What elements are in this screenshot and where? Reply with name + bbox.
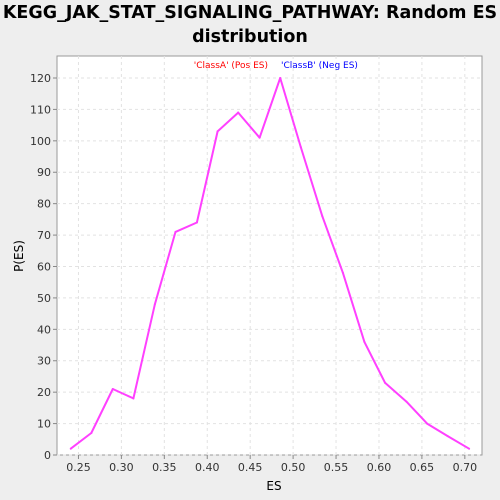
x-tick-label: 0.55 bbox=[324, 461, 349, 474]
x-tick-label: 0.25 bbox=[66, 461, 91, 474]
series-layer bbox=[69, 76, 471, 450]
data-point bbox=[426, 422, 429, 425]
x-tick-label: 0.45 bbox=[238, 461, 263, 474]
data-point bbox=[195, 221, 198, 224]
y-tick-label: 70 bbox=[37, 229, 51, 242]
x-axis-label: ES bbox=[266, 479, 281, 493]
legend-pos-label: 'ClassA' (Pos ES) bbox=[194, 61, 268, 71]
data-point bbox=[237, 111, 240, 114]
data-point bbox=[341, 271, 344, 274]
y-tick-label: 20 bbox=[37, 386, 51, 399]
data-point bbox=[174, 230, 177, 233]
x-tick-label: 0.50 bbox=[281, 461, 306, 474]
data-point bbox=[258, 136, 261, 139]
y-tick-label: 120 bbox=[30, 72, 51, 85]
data-point bbox=[383, 381, 386, 384]
data-point bbox=[90, 432, 93, 435]
axes: 0.25 0.30 0.35 0.40 0.45 0.50 0.55 0.60 0.65 0.70… bbox=[30, 72, 477, 474]
data-point bbox=[321, 215, 324, 218]
y-tick-label: 50 bbox=[37, 292, 51, 305]
plot-background bbox=[56, 55, 483, 456]
x-tick-label: 0.65 bbox=[410, 461, 435, 474]
x-tick-label: 0.70 bbox=[453, 461, 478, 474]
data-point bbox=[153, 303, 156, 306]
data-point bbox=[216, 130, 219, 133]
data-point bbox=[405, 400, 408, 403]
data-point bbox=[363, 340, 366, 343]
data-point bbox=[279, 76, 282, 79]
x-tick-label: 0.40 bbox=[195, 461, 220, 474]
y-tick-label: 110 bbox=[30, 103, 51, 116]
y-tick-label: 80 bbox=[37, 198, 51, 211]
x-tick-label: 0.35 bbox=[152, 461, 177, 474]
y-tick-label: 10 bbox=[37, 418, 51, 431]
grid-lines bbox=[57, 56, 482, 456]
x-tick-label: 0.30 bbox=[109, 461, 134, 474]
data-point bbox=[69, 447, 72, 450]
y-axis-label: P(ES) bbox=[12, 240, 26, 272]
data-point bbox=[132, 397, 135, 400]
y-tick-label: 100 bbox=[30, 135, 51, 148]
y-tick-label: 40 bbox=[37, 323, 51, 336]
data-point bbox=[299, 146, 302, 149]
series-line bbox=[70, 77, 470, 450]
legend-neg-label: 'ClassB' (Neg ES) bbox=[281, 61, 358, 71]
y-tick-label: 0 bbox=[44, 449, 51, 462]
y-tick-label: 30 bbox=[37, 355, 51, 368]
x-tick-label: 0.60 bbox=[367, 461, 392, 474]
data-point bbox=[468, 447, 471, 450]
data-point bbox=[111, 388, 114, 391]
data-point bbox=[446, 435, 449, 438]
y-tick-label: 60 bbox=[37, 260, 51, 273]
chart-title: KEGG_JAK_STAT_SIGNALING_PATHWAY: Random … bbox=[2, 3, 498, 47]
y-tick-label: 90 bbox=[37, 166, 51, 179]
